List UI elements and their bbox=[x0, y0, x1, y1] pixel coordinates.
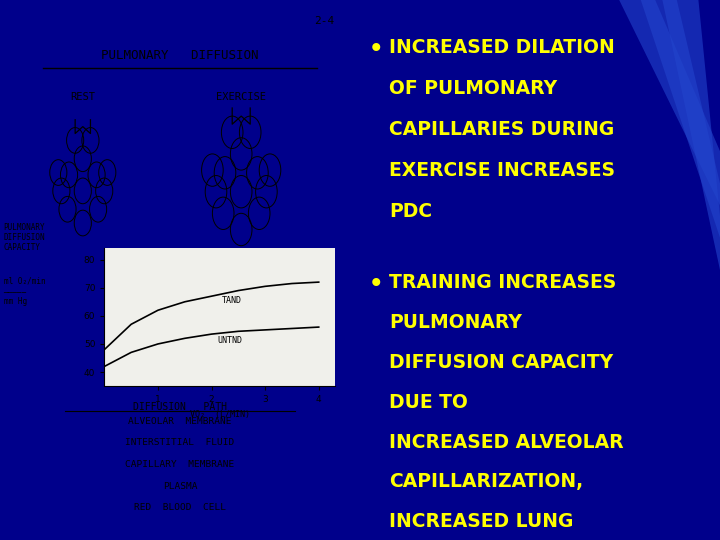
X-axis label: VO₂  (L/MIN): VO₂ (L/MIN) bbox=[189, 410, 250, 418]
Text: •: • bbox=[369, 38, 384, 61]
Text: CAPILLARIES DURING: CAPILLARIES DURING bbox=[389, 120, 614, 139]
Text: TAND: TAND bbox=[222, 296, 242, 305]
Text: UNTND: UNTND bbox=[217, 335, 242, 345]
Text: PDC: PDC bbox=[389, 202, 432, 221]
Text: REST: REST bbox=[71, 92, 95, 102]
Text: PULMONARY
DIFFUSION
CAPACITY: PULMONARY DIFFUSION CAPACITY bbox=[4, 222, 45, 253]
Polygon shape bbox=[619, 0, 720, 205]
Text: ml O₂/min
─────
mm Hg: ml O₂/min ───── mm Hg bbox=[4, 276, 45, 307]
Text: INTERSTITIAL  FLUID: INTERSTITIAL FLUID bbox=[125, 438, 235, 448]
Text: ALVEOLAR  MEMBRANE: ALVEOLAR MEMBRANE bbox=[128, 417, 232, 426]
Text: 2-4: 2-4 bbox=[315, 16, 335, 26]
Text: INCREASED DILATION: INCREASED DILATION bbox=[389, 38, 615, 57]
Text: PLASMA: PLASMA bbox=[163, 482, 197, 491]
Text: DIFFUSION CAPACITY: DIFFUSION CAPACITY bbox=[389, 353, 613, 372]
Text: CAPILLARIZATION,: CAPILLARIZATION, bbox=[389, 472, 583, 491]
Text: INCREASED LUNG: INCREASED LUNG bbox=[389, 512, 573, 531]
Text: EXERCISE INCREASES: EXERCISE INCREASES bbox=[389, 161, 615, 180]
Polygon shape bbox=[662, 0, 720, 270]
Text: •: • bbox=[369, 273, 384, 296]
Text: DUE TO: DUE TO bbox=[389, 393, 468, 411]
Text: PULMONARY: PULMONARY bbox=[389, 313, 522, 332]
Text: INCREASED ALVEOLAR: INCREASED ALVEOLAR bbox=[389, 433, 624, 451]
Text: EXERCISE: EXERCISE bbox=[216, 92, 266, 102]
Text: RED  BLOOD  CELL: RED BLOOD CELL bbox=[134, 503, 226, 512]
Polygon shape bbox=[641, 0, 720, 238]
Text: OF PULMONARY: OF PULMONARY bbox=[389, 79, 557, 98]
Text: DIFFUSION   PATH: DIFFUSION PATH bbox=[133, 402, 227, 413]
Text: CAPILLARY  MEMBRANE: CAPILLARY MEMBRANE bbox=[125, 460, 235, 469]
Text: TRAINING INCREASES: TRAINING INCREASES bbox=[389, 273, 616, 292]
Text: PULMONARY   DIFFUSION: PULMONARY DIFFUSION bbox=[102, 49, 258, 62]
